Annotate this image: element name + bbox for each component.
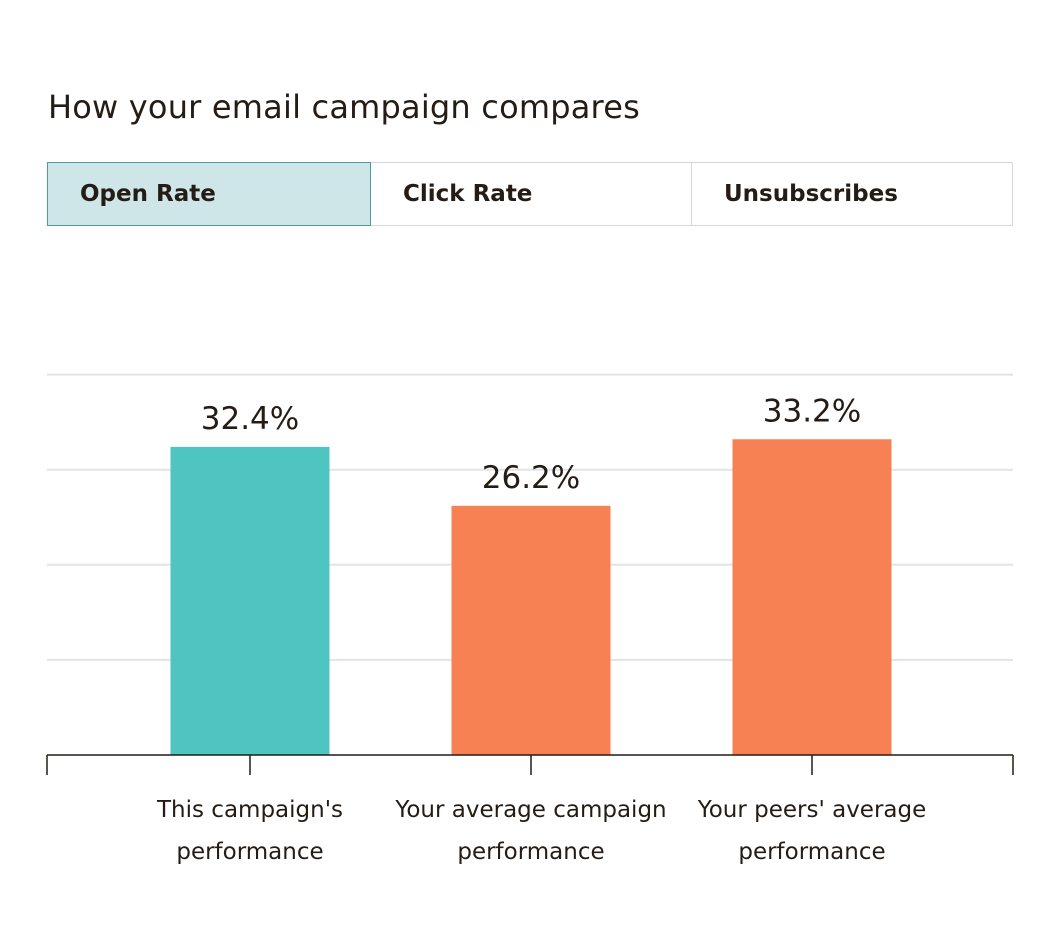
value-label-3: 33.2% (763, 393, 861, 429)
metric-tabs: Open Rate Click Rate Unsubscribes (47, 162, 1013, 226)
category-label-3-line-2: performance (738, 839, 885, 865)
bar-3 (732, 439, 892, 755)
tab-click-rate[interactable]: Click Rate (371, 162, 692, 226)
value-label-1: 32.4% (201, 401, 299, 437)
chart-title: How your email campaign compares (48, 88, 640, 126)
category-label-2-line-1: Your average campaign (394, 797, 666, 823)
tab-unsubscribes[interactable]: Unsubscribes (692, 162, 1013, 226)
category-label-1-line-1: This campaign's (156, 797, 343, 823)
value-label-2: 26.2% (482, 460, 580, 496)
bar-2 (451, 505, 611, 755)
comparison-bar-chart: 32.4% 26.2% 33.2% This campaign's performanc… (46, 373, 1014, 865)
category-label-3-line-1: Your peers' average (697, 797, 927, 823)
category-label-2-line-2: performance (457, 839, 604, 865)
tab-open-rate[interactable]: Open Rate (47, 162, 371, 226)
bar-1 (170, 446, 330, 755)
category-label-1-line-2: performance (176, 839, 323, 865)
